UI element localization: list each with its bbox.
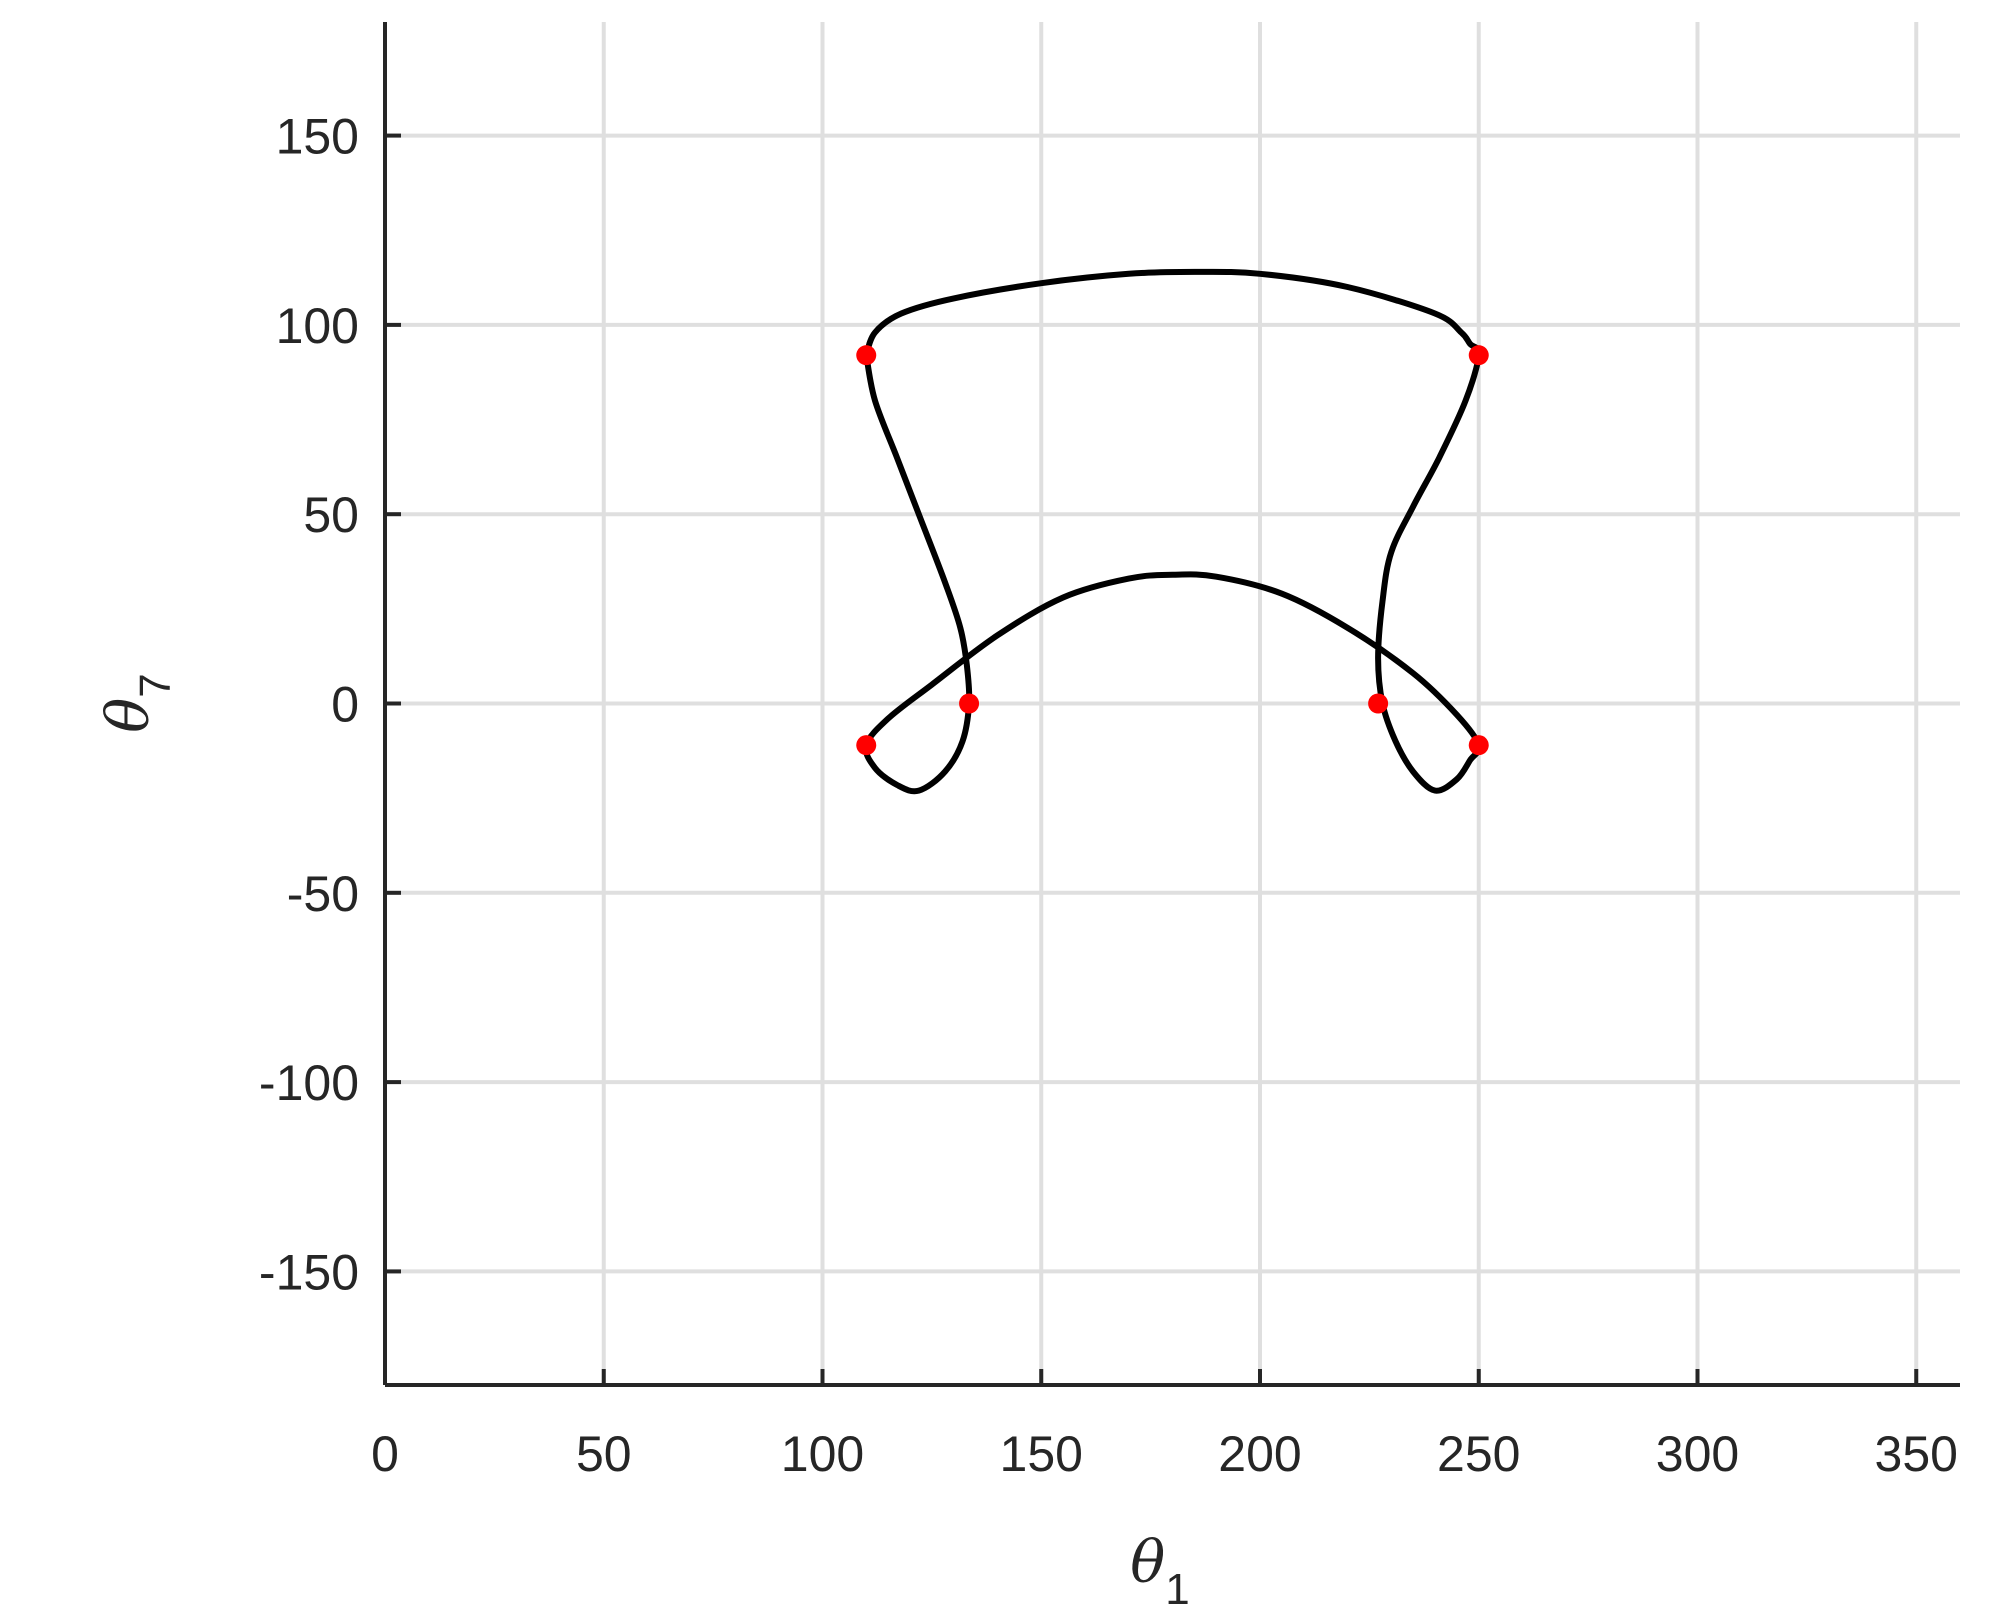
y-tick-label: -150 (259, 1244, 359, 1300)
marker-point (1468, 735, 1489, 756)
y-tick-label: 50 (303, 487, 359, 543)
y-axis-label-symbol: θ (94, 698, 162, 733)
x-tick-label: 300 (1656, 1426, 1739, 1482)
x-tick-label: 200 (1218, 1426, 1301, 1482)
y-axis-label-subscript: 7 (131, 673, 180, 697)
x-tick-labels: 0 50 100 150 200 250 300 350 (371, 1426, 1958, 1482)
x-tick-label: 250 (1437, 1426, 1520, 1482)
x-axis-label-symbol: θ (1130, 1528, 1165, 1596)
marker-points (856, 345, 1489, 756)
y-tick-label: -100 (259, 1055, 359, 1111)
y-tick-label: 150 (276, 109, 359, 165)
y-tick-label: 100 (276, 298, 359, 354)
marker-point (856, 345, 877, 366)
axis-ticks (383, 133, 1919, 1385)
y-tick-labels: -150 -100 -50 0 50 100 150 (259, 109, 359, 1301)
x-tick-label: 50 (576, 1426, 632, 1482)
x-tick-label: 100 (781, 1426, 864, 1482)
y-tick-label: 0 (331, 677, 359, 733)
x-tick-label: 0 (371, 1426, 399, 1482)
x-tick-label: 350 (1875, 1426, 1958, 1482)
marker-point (959, 693, 980, 714)
marker-point (1368, 693, 1389, 714)
x-axis-label: θ1 (1130, 1528, 1189, 1610)
series-line (862, 268, 1483, 795)
marker-point (1468, 345, 1489, 366)
x-tick-label: 150 (1000, 1426, 1083, 1482)
y-tick-label: -50 (287, 866, 359, 922)
x-axis-label-subscript: 1 (1165, 1565, 1189, 1610)
marker-point (856, 735, 877, 756)
y-gridlines (385, 133, 1960, 1274)
y-axis-label: θ7 (94, 673, 180, 732)
